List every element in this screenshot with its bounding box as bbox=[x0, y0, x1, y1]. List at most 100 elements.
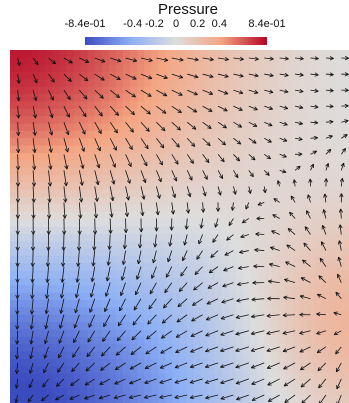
velocity-arrow-head bbox=[16, 384, 19, 389]
pressure-cell bbox=[236, 211, 244, 220]
velocity-arrow bbox=[156, 89, 168, 97]
pressure-cell bbox=[59, 72, 68, 81]
pressure-cell bbox=[320, 395, 329, 403]
pressure-cell bbox=[243, 123, 251, 132]
velocity-arrow bbox=[47, 250, 49, 267]
pressure-cell bbox=[306, 108, 315, 117]
velocity-arrow bbox=[283, 362, 296, 370]
pressure-cell bbox=[250, 211, 258, 220]
velocity-arrow-head bbox=[240, 56, 244, 60]
pressure-cell bbox=[66, 101, 75, 110]
velocity-arrow-head bbox=[325, 163, 329, 167]
velocity-arrow-head bbox=[32, 262, 35, 267]
pressure-cell bbox=[278, 108, 287, 117]
velocity-arrow-head bbox=[66, 165, 69, 170]
velocity-arrow bbox=[91, 266, 96, 282]
pressure-cell bbox=[292, 226, 301, 235]
pressure-cell bbox=[17, 211, 25, 220]
pressure-cell bbox=[101, 395, 110, 403]
pressure-cell bbox=[313, 233, 322, 242]
pressure-cell bbox=[108, 292, 117, 301]
velocity-arrow-head bbox=[15, 230, 19, 235]
pressure-cell bbox=[130, 175, 138, 183]
pressure-cell bbox=[228, 152, 237, 161]
pressure-cell bbox=[38, 167, 46, 176]
velocity-arrow-head bbox=[298, 139, 303, 142]
velocity-arrow-head bbox=[235, 364, 239, 368]
pressure-cell bbox=[115, 388, 124, 397]
pressure-cell bbox=[38, 380, 46, 389]
velocity-arrow-head bbox=[269, 58, 274, 61]
velocity-arrow bbox=[186, 186, 191, 198]
velocity-arrow bbox=[31, 266, 34, 283]
velocity-arrow-head bbox=[175, 145, 180, 148]
velocity-arrow-head bbox=[116, 338, 121, 342]
pressure-cell bbox=[193, 388, 202, 397]
velocity-arrow bbox=[129, 394, 142, 399]
velocity-arrow-head bbox=[130, 350, 134, 355]
velocity-arrow-head bbox=[265, 173, 270, 176]
velocity-arrow-head bbox=[114, 380, 118, 385]
pressure-cell bbox=[193, 344, 202, 353]
pressure-cell bbox=[320, 79, 329, 88]
pressure-cell bbox=[137, 79, 145, 88]
velocity-arrow bbox=[282, 330, 296, 334]
pressure-cell bbox=[221, 388, 230, 397]
velocity-arrow-head bbox=[314, 74, 319, 77]
pressure-cell bbox=[320, 86, 329, 95]
pressure-cell bbox=[108, 79, 117, 88]
velocity-arrow-head bbox=[208, 269, 212, 274]
velocity-arrow-head bbox=[253, 139, 257, 144]
pressure-cell bbox=[158, 86, 166, 95]
velocity-arrow-head bbox=[238, 140, 242, 145]
pressure-cell bbox=[87, 270, 96, 279]
pressure-cell bbox=[306, 160, 315, 169]
pressure-cell bbox=[278, 101, 287, 110]
pressure-cell bbox=[186, 248, 195, 257]
pressure-cell bbox=[73, 167, 82, 176]
pressure-cell bbox=[87, 211, 96, 220]
pressure-cell bbox=[130, 79, 138, 88]
velocity-arrow bbox=[226, 234, 234, 241]
velocity-arrow-head bbox=[58, 324, 61, 329]
pressure-cell bbox=[221, 79, 230, 88]
pressure-cell bbox=[59, 189, 68, 198]
velocity-arrow-head bbox=[293, 179, 297, 184]
pressure-cell bbox=[137, 64, 145, 73]
pressure-cell bbox=[17, 189, 25, 198]
pressure-cell bbox=[228, 86, 237, 95]
pressure-cell bbox=[115, 351, 124, 360]
velocity-arrow bbox=[171, 105, 182, 114]
pressure-cell bbox=[80, 292, 89, 301]
pressure-cell bbox=[80, 366, 89, 375]
pressure-cell bbox=[278, 248, 287, 257]
pressure-cell bbox=[292, 358, 301, 367]
pressure-cell bbox=[94, 204, 103, 213]
pressure-cell bbox=[285, 285, 294, 294]
pressure-cell bbox=[214, 329, 223, 338]
velocity-arrow bbox=[63, 202, 66, 219]
velocity-arrow-head bbox=[29, 340, 32, 345]
pressure-cell bbox=[123, 351, 131, 360]
pressure-cell bbox=[179, 211, 188, 220]
pressure-cell bbox=[186, 322, 195, 331]
pressure-cell bbox=[31, 167, 39, 176]
pressure-cell bbox=[45, 351, 53, 360]
velocity-arrow-head bbox=[234, 175, 239, 179]
velocity-arrow bbox=[266, 362, 280, 369]
pressure-cell bbox=[52, 130, 61, 139]
pressure-cell bbox=[144, 248, 152, 257]
pressure-cell bbox=[285, 189, 294, 198]
pressure-cell bbox=[151, 336, 159, 345]
velocity-arrow-head bbox=[221, 143, 226, 146]
pressure-cell bbox=[24, 373, 32, 382]
pressure-cell bbox=[158, 322, 166, 331]
pressure-cell bbox=[80, 395, 89, 403]
pressure-cell bbox=[165, 329, 174, 338]
pressure-cell bbox=[123, 358, 131, 367]
pressure-cell bbox=[228, 50, 237, 58]
pressure-cell bbox=[144, 226, 152, 235]
velocity-arrow-head bbox=[266, 315, 271, 318]
velocity-arrow-head bbox=[86, 354, 91, 358]
pressure-cell bbox=[10, 336, 18, 345]
